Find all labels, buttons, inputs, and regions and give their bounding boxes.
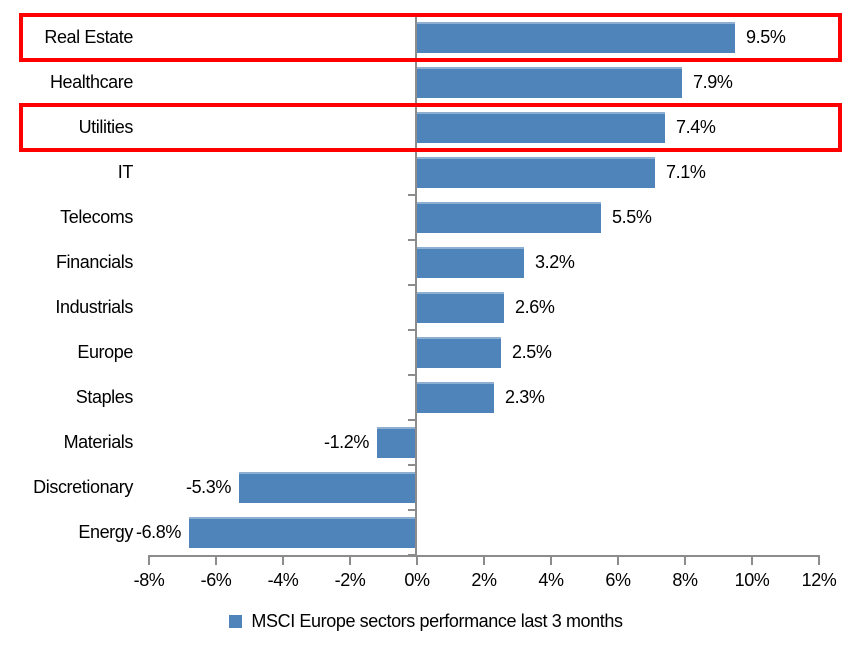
category-axis-tick — [408, 329, 415, 331]
x-axis-tick — [684, 555, 686, 565]
category-label: Telecoms — [60, 207, 133, 227]
x-tick-label: -8% — [133, 570, 165, 590]
value-label: -1.2% — [323, 432, 369, 452]
category-label: Europe — [77, 342, 133, 362]
bar — [417, 247, 524, 278]
x-tick-label: 2% — [471, 570, 497, 590]
category-label: Industrials — [55, 297, 133, 317]
value-label: -5.3% — [185, 477, 231, 497]
category-label: Healthcare — [49, 72, 133, 92]
x-axis-tick — [282, 555, 284, 565]
value-label: 2.3% — [505, 387, 545, 407]
category-axis-tick — [408, 554, 415, 556]
bar — [377, 427, 415, 458]
bar — [417, 292, 504, 323]
x-axis-tick — [818, 555, 820, 565]
category-axis-tick — [408, 239, 415, 241]
bar — [417, 337, 501, 368]
legend-label: MSCI Europe sectors performance last 3 m… — [251, 610, 623, 631]
x-axis-tick — [148, 555, 150, 565]
highlight-box — [19, 103, 842, 152]
legend-series-marker-icon — [229, 614, 243, 628]
x-axis-tick — [416, 555, 418, 565]
category-label: Discretionary — [33, 477, 133, 497]
x-tick-label: 0% — [404, 570, 430, 590]
category-axis-tick — [408, 419, 415, 421]
bar — [239, 472, 415, 503]
category-label: Staples — [75, 387, 134, 407]
value-label: 2.5% — [512, 342, 552, 362]
category-label: Materials — [63, 432, 134, 452]
category-label: Financials — [55, 252, 133, 272]
highlight-box — [19, 13, 842, 62]
value-label: 7.4% — [676, 117, 716, 137]
value-label: 2.6% — [515, 297, 555, 317]
x-tick-label: 10% — [734, 570, 770, 590]
x-tick-label: -4% — [267, 570, 299, 590]
value-label: 7.9% — [693, 72, 733, 92]
legend: MSCI Europe sectors performance last 3 m… — [0, 606, 852, 636]
x-axis-tick — [617, 555, 619, 565]
value-label: 3.2% — [535, 252, 575, 272]
bar — [417, 112, 665, 143]
x-axis-tick — [550, 555, 552, 565]
category-label: Utilities — [78, 117, 134, 137]
x-tick-label: 8% — [672, 570, 698, 590]
value-label: 9.5% — [746, 27, 786, 47]
x-axis-tick — [215, 555, 217, 565]
bar — [417, 22, 735, 53]
x-tick-label: 12% — [801, 570, 837, 590]
category-axis-tick — [408, 374, 415, 376]
category-label: Energy — [78, 522, 133, 542]
category-label: IT — [117, 162, 134, 182]
x-axis-tick — [751, 555, 753, 565]
x-tick-label: 6% — [605, 570, 631, 590]
y-axis-line — [415, 15, 417, 555]
category-label: Real Estate — [44, 27, 133, 47]
bar — [417, 202, 601, 233]
bar — [189, 517, 415, 548]
x-axis-tick — [483, 555, 485, 565]
x-axis-tick — [349, 555, 351, 565]
category-axis-tick — [408, 194, 415, 196]
value-label: 5.5% — [612, 207, 652, 227]
value-label: -6.8% — [135, 522, 181, 542]
value-label: 7.1% — [666, 162, 706, 182]
x-tick-label: -6% — [200, 570, 232, 590]
bar — [417, 67, 682, 98]
category-axis-tick — [408, 464, 415, 466]
x-tick-label: 4% — [538, 570, 564, 590]
x-tick-label: -2% — [334, 570, 366, 590]
bar — [417, 382, 494, 413]
category-axis-tick — [408, 284, 415, 286]
bar — [417, 157, 655, 188]
category-axis-tick — [408, 509, 415, 511]
